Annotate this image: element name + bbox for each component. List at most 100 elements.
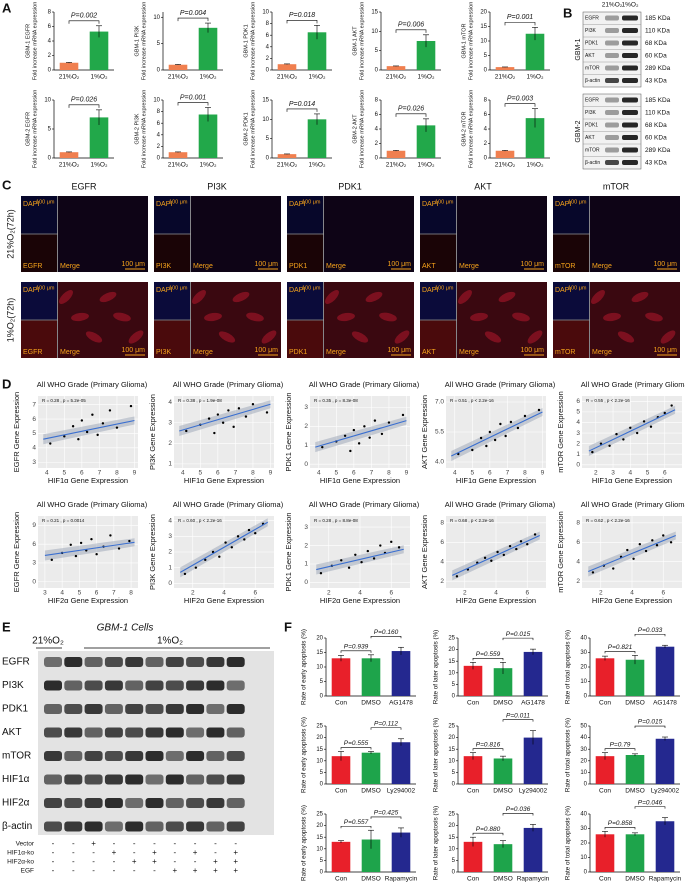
bar	[331, 841, 351, 872]
marker-label: mTOR	[555, 349, 575, 356]
y-tick-label: 6	[32, 416, 36, 423]
band	[84, 774, 103, 785]
band	[605, 147, 619, 153]
dapi-image	[154, 282, 190, 320]
point	[366, 549, 370, 553]
band	[206, 821, 225, 832]
scale-label: 100 μm	[435, 199, 454, 205]
y-axis-label: Rate of later apoptosis (%)	[433, 630, 440, 705]
y-tick-label: 20	[316, 823, 323, 829]
x-tick-label: 5	[335, 470, 339, 477]
p-value: P=0.015	[638, 719, 663, 726]
y-tick-label: 20	[480, 10, 487, 16]
protein-label: mTOR	[585, 148, 600, 154]
point	[117, 547, 121, 550]
point	[537, 408, 541, 412]
marker-image	[420, 234, 456, 272]
point	[90, 537, 93, 541]
band	[622, 135, 638, 140]
y-tick-label: 5	[157, 41, 161, 47]
point	[490, 559, 493, 562]
band	[104, 751, 123, 761]
y-tick-label: 1	[304, 561, 308, 568]
x-tick-label: 1%O₂	[309, 162, 326, 169]
point	[508, 544, 512, 548]
y-tick-label: 2	[576, 440, 580, 447]
band	[226, 774, 245, 785]
bar	[277, 154, 297, 158]
p-value: P=0.006	[398, 22, 424, 29]
merge-image	[191, 196, 281, 272]
p-bracket	[68, 104, 100, 108]
protein-label: mTOR	[585, 66, 600, 72]
y-axis-label: Rate of later apoptosis (%)	[433, 806, 440, 881]
cell	[85, 331, 103, 343]
y-tick-label: 2	[484, 141, 488, 147]
column-header: EGFR	[71, 181, 97, 191]
marker-label: PI3K	[156, 263, 172, 270]
p-value: P=0.015	[506, 631, 531, 638]
band	[145, 774, 164, 785]
x-axis-label: HIF2α Gene Expression	[48, 596, 128, 605]
cell	[603, 312, 621, 322]
band	[84, 657, 103, 667]
x-tick-label: 21%O₂	[495, 74, 516, 81]
band	[206, 751, 225, 761]
bar	[386, 66, 406, 70]
y-axis-label: PI3K Gene Expression	[148, 394, 157, 470]
scale-label: 100 μm	[169, 199, 188, 205]
y-axis-label: Fold increase mRNA expression	[141, 2, 147, 81]
x-tick-label: DMSO	[361, 788, 381, 795]
x-axis-label: HIF2α Gene Expression	[320, 596, 400, 605]
y-tick-label: 0	[584, 694, 588, 700]
chart-title: All WHO Grade (Primary Glioma)	[309, 380, 420, 389]
point	[635, 431, 639, 435]
p-bracket	[634, 725, 666, 729]
scale-label: 100 μm	[435, 285, 454, 291]
point	[101, 422, 105, 425]
marker-label: AKT	[422, 263, 436, 270]
treatment-sign: +	[172, 866, 177, 875]
point	[247, 528, 251, 532]
y-tick-label: 5	[320, 858, 324, 864]
x-tick-label: 21%O₂	[59, 162, 80, 169]
p-bracket	[395, 29, 427, 33]
y-tick-label: 10	[580, 679, 587, 685]
y-tick-label: 0	[320, 870, 324, 876]
treatment-sign: -	[133, 866, 136, 875]
x-tick-label: 4	[628, 470, 632, 477]
y-axis-label: GBM-2 EGFR	[25, 112, 31, 146]
y-tick-label: 0	[266, 68, 270, 74]
y-tick-label: 0	[304, 579, 308, 586]
point	[515, 547, 518, 551]
x-tick-label: 8	[523, 470, 527, 477]
condition-label: 1%O₂	[622, 2, 639, 9]
y-tick-label: 5	[48, 127, 52, 133]
y-tick-label: 3	[304, 524, 308, 531]
y-axis-label: Rate of total apoptosis (%)	[565, 718, 572, 792]
treatment-sign: -	[214, 839, 217, 848]
treatment-sign: +	[152, 848, 157, 857]
y-tick-label: 10	[316, 758, 323, 764]
x-tick-label: 6	[661, 590, 665, 597]
protein-label: AKT	[2, 727, 21, 738]
treatment-sign: -	[153, 866, 156, 875]
point	[488, 430, 492, 434]
cell	[394, 330, 410, 344]
x-tick-label: 6	[95, 590, 99, 597]
band	[605, 78, 619, 83]
x-axis-label: HIF2α Gene Expression	[184, 596, 264, 605]
dapi-image	[553, 282, 589, 320]
dapi-label: DAPI	[156, 287, 172, 294]
x-tick-label: 2	[599, 590, 603, 597]
point	[360, 560, 363, 564]
band	[605, 40, 619, 46]
band	[605, 97, 619, 103]
p-value: P=0.559	[476, 651, 501, 658]
y-tick-label: 4	[440, 558, 444, 565]
column-header: mTOR	[603, 181, 630, 191]
band	[165, 821, 184, 832]
p-bracket	[370, 816, 402, 819]
x-axis-label: HIF2α Gene Expression	[456, 596, 536, 605]
protein-label: β-actin	[585, 78, 600, 84]
